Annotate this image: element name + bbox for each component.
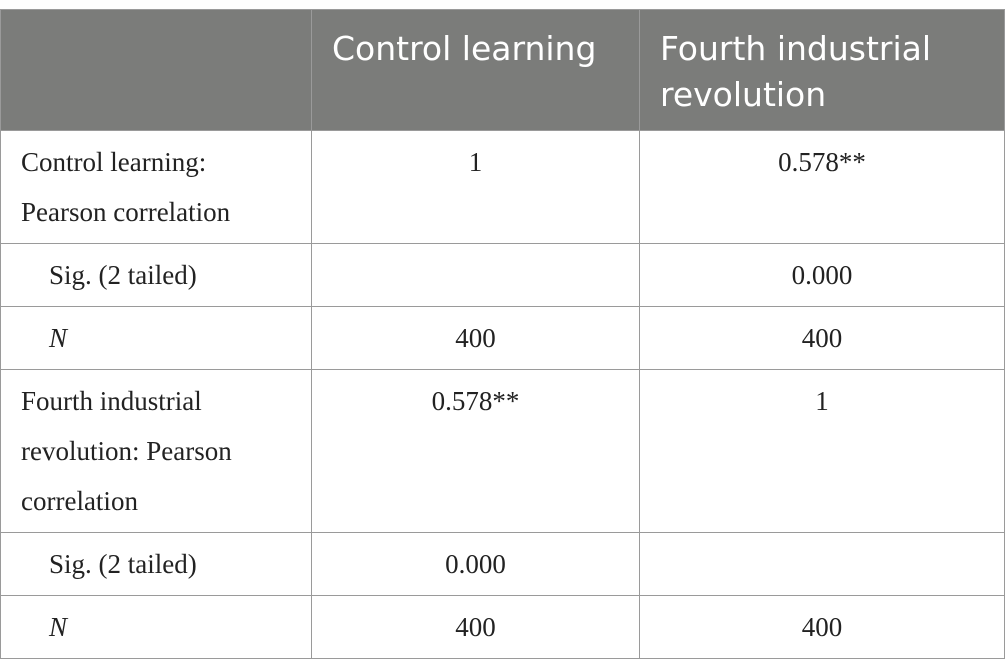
cell-control-learning: 1 [311,130,640,244]
table-row: N 400 400 [0,595,1005,659]
row-label: Control learning: Pearson correlation [0,130,312,244]
table-row: N 400 400 [0,306,1005,370]
row-label: N [0,595,312,659]
row-label: Sig. (2 tailed) [0,532,312,596]
header-cell-fourth-industrial-revolution: Fourth industrial revolution [639,9,1005,131]
cell-fourth-industrial-revolution: 1 [639,369,1005,533]
cell-fourth-industrial-revolution [639,532,1005,596]
cell-fourth-industrial-revolution: 0.000 [639,243,1005,307]
header-row: Control learning Fourth industrial revol… [0,9,1005,131]
row-label: N [0,306,312,370]
cell-control-learning: 0.000 [311,532,640,596]
cell-control-learning: 400 [311,595,640,659]
header-cell-control-learning: Control learning [311,9,640,131]
cell-fourth-industrial-revolution: 400 [639,306,1005,370]
row-label: Fourth industrial revolution: Pearson co… [0,369,312,533]
cell-control-learning [311,243,640,307]
cell-fourth-industrial-revolution: 0.578** [639,130,1005,244]
cell-control-learning: 0.578** [311,369,640,533]
header-cell-empty [0,9,312,131]
correlation-table: Control learning Fourth industrial revol… [0,9,1005,659]
table-row: Fourth industrial revolution: Pearson co… [0,369,1005,533]
row-label: Sig. (2 tailed) [0,243,312,307]
table-row: Sig. (2 tailed) 0.000 [0,243,1005,307]
cell-control-learning: 400 [311,306,640,370]
cell-fourth-industrial-revolution: 400 [639,595,1005,659]
table-row: Control learning: Pearson correlation 1 … [0,130,1005,244]
table-row: Sig. (2 tailed) 0.000 [0,532,1005,596]
